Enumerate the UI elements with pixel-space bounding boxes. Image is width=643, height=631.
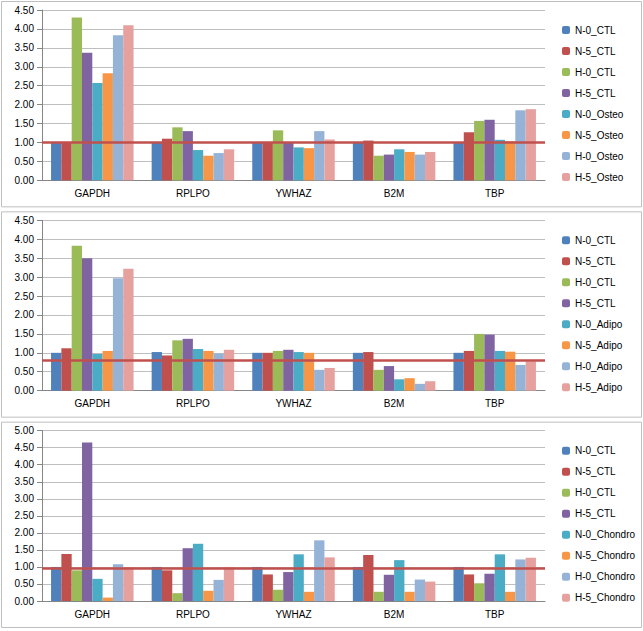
svg-text:3.00: 3.00	[15, 493, 35, 504]
svg-text:2.00: 2.00	[15, 527, 35, 538]
svg-text:1.00: 1.00	[15, 347, 35, 358]
svg-text:2.00: 2.00	[15, 309, 35, 320]
svg-text:N-0_Osteo: N-0_Osteo	[575, 109, 624, 120]
svg-text:TBP: TBP	[485, 609, 505, 620]
svg-text:3.50: 3.50	[15, 42, 35, 53]
svg-text:2.50: 2.50	[15, 291, 35, 302]
svg-text:GAPDH: GAPDH	[75, 609, 111, 620]
svg-text:1.50: 1.50	[15, 544, 35, 555]
svg-text:B2M: B2M	[384, 609, 405, 620]
svg-text:4.00: 4.00	[15, 234, 35, 245]
svg-text:3.50: 3.50	[15, 253, 35, 264]
svg-text:H-5_CTL: H-5_CTL	[575, 298, 616, 309]
svg-text:0.50: 0.50	[15, 366, 35, 377]
svg-text:1.00: 1.00	[15, 561, 35, 572]
svg-text:N-0_CTL: N-0_CTL	[575, 445, 616, 456]
svg-text:RPLPO: RPLPO	[176, 609, 210, 620]
svg-text:GAPDH: GAPDH	[75, 188, 111, 199]
svg-text:RPLPO: RPLPO	[176, 188, 210, 199]
svg-text:TBP: TBP	[485, 188, 505, 199]
svg-text:4.00: 4.00	[15, 459, 35, 470]
svg-text:TBP: TBP	[485, 398, 505, 409]
svg-text:0.50: 0.50	[15, 156, 35, 167]
svg-text:3.00: 3.00	[15, 272, 35, 283]
svg-text:4.50: 4.50	[15, 442, 35, 453]
svg-text:2.50: 2.50	[15, 510, 35, 521]
svg-text:B2M: B2M	[384, 398, 405, 409]
svg-text:H-5_Chondro: H-5_Chondro	[575, 592, 635, 603]
svg-text:YWHAZ: YWHAZ	[275, 398, 311, 409]
svg-text:2.50: 2.50	[15, 80, 35, 91]
svg-text:0.00: 0.00	[15, 596, 35, 607]
svg-text:3.50: 3.50	[15, 476, 35, 487]
svg-text:RPLPO: RPLPO	[176, 398, 210, 409]
svg-text:N-5_Chondro: N-5_Chondro	[575, 550, 635, 561]
svg-text:H-5_CTL: H-5_CTL	[575, 508, 616, 519]
svg-text:3.00: 3.00	[15, 61, 35, 72]
svg-text:H-0_CTL: H-0_CTL	[575, 487, 616, 498]
svg-text:N-0_Chondro: N-0_Chondro	[575, 529, 635, 540]
svg-text:N-5_CTL: N-5_CTL	[575, 466, 616, 477]
svg-text:N-0_CTL: N-0_CTL	[575, 235, 616, 246]
svg-text:YWHAZ: YWHAZ	[275, 609, 311, 620]
svg-text:1.50: 1.50	[15, 118, 35, 129]
svg-text:1.50: 1.50	[15, 328, 35, 339]
svg-text:GAPDH: GAPDH	[75, 398, 111, 409]
svg-text:1.00: 1.00	[15, 137, 35, 148]
svg-text:H-0_CTL: H-0_CTL	[575, 67, 616, 78]
svg-text:H-0_Chondro: H-0_Chondro	[575, 571, 635, 582]
svg-text:4.00: 4.00	[15, 23, 35, 34]
svg-text:N-5_Adipo: N-5_Adipo	[575, 340, 623, 351]
svg-text:N-0_Adipo: N-0_Adipo	[575, 319, 623, 330]
svg-text:N-5_CTL: N-5_CTL	[575, 46, 616, 57]
svg-text:2.00: 2.00	[15, 99, 35, 110]
svg-text:H-5_Adipo: H-5_Adipo	[575, 382, 623, 393]
svg-text:H-0_CTL: H-0_CTL	[575, 277, 616, 288]
svg-text:H-5_CTL: H-5_CTL	[575, 88, 616, 99]
svg-text:YWHAZ: YWHAZ	[275, 188, 311, 199]
svg-text:H-0_Osteo: H-0_Osteo	[575, 151, 624, 162]
svg-text:4.50: 4.50	[15, 215, 35, 226]
svg-text:H-5_Osteo: H-5_Osteo	[575, 172, 624, 183]
svg-text:N-5_Osteo: N-5_Osteo	[575, 130, 624, 141]
svg-text:0.00: 0.00	[15, 385, 35, 396]
svg-text:H-0_Adipo: H-0_Adipo	[575, 361, 623, 372]
svg-text:B2M: B2M	[384, 188, 405, 199]
svg-text:N-5_CTL: N-5_CTL	[575, 256, 616, 267]
svg-text:N-0_CTL: N-0_CTL	[575, 25, 616, 36]
svg-text:5.00: 5.00	[15, 425, 35, 436]
svg-text:0.00: 0.00	[15, 175, 35, 186]
svg-text:0.50: 0.50	[15, 578, 35, 589]
svg-text:4.50: 4.50	[15, 5, 35, 16]
